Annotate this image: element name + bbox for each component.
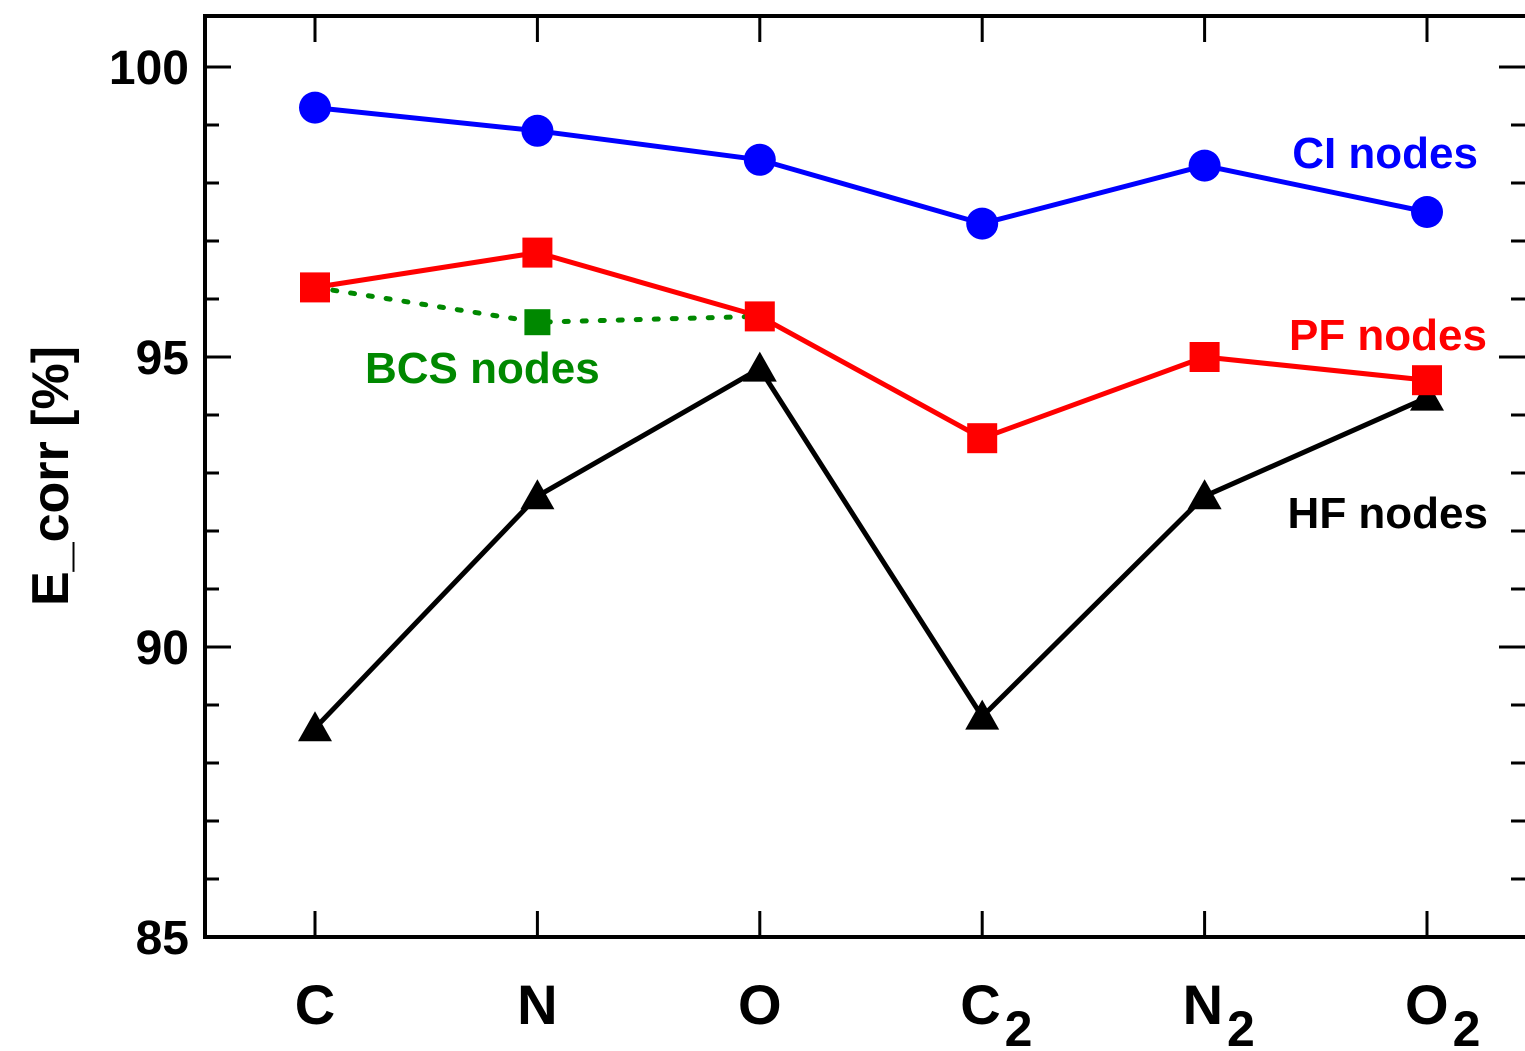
data-point-1-4: [1189, 342, 1220, 372]
data-point-2-1: [524, 309, 551, 336]
data-point-3-3: [965, 699, 1000, 730]
y-tick-labels: 85 90 95 100: [109, 42, 189, 965]
data-point-1-2: [744, 301, 775, 332]
x-tick-label: C2: [960, 973, 1032, 1051]
series-line-2: [312, 284, 763, 325]
series-label-1: PF nodes: [1289, 311, 1487, 360]
data-point-0-3: [966, 207, 999, 240]
series-label-2: BCS nodes: [365, 344, 600, 393]
plot-frame: [203, 14, 1525, 939]
x-tick-label: N: [517, 973, 557, 1036]
data-point-0-2: [743, 143, 776, 176]
y-tick-label: 95: [136, 332, 189, 385]
x-tick-label: O2: [1405, 973, 1480, 1051]
data-point-1-3: [967, 423, 998, 454]
data-point-3-0: [298, 711, 332, 742]
x-tick-label: O: [738, 973, 782, 1036]
series-lines: [312, 105, 1429, 730]
series-line-3: [313, 366, 1429, 730]
series-line-0: [314, 105, 1428, 227]
series-line-1: [314, 250, 1428, 441]
x-tick-labels: C N O C2 N2 O2: [295, 973, 1481, 1051]
data-point-1-1: [522, 237, 553, 268]
data-point-3-4: [1187, 479, 1222, 510]
y-tick-label: 90: [136, 622, 189, 675]
data-point-3-1: [520, 479, 555, 510]
data-point-1-5: [1412, 365, 1442, 396]
x-tick-label: N2: [1183, 973, 1255, 1051]
data-point-3-5: [1410, 380, 1444, 411]
data-point-0-0: [299, 91, 331, 124]
series-label-0: CI nodes: [1292, 129, 1478, 178]
data-point-0-4: [1188, 149, 1221, 182]
series-label-3: HF nodes: [1288, 489, 1488, 538]
series-markers: [298, 91, 1444, 742]
data-point-0-5: [1411, 196, 1443, 228]
y-tick-label: 100: [109, 42, 189, 95]
data-point-1-0: [300, 272, 330, 303]
data-point-3-2: [742, 351, 777, 382]
y-axis-title: E_corr [%]: [22, 346, 80, 606]
series-labels: CI nodes PF nodes BCS nodes HF nodes: [365, 129, 1488, 538]
data-point-0-1: [521, 114, 554, 147]
axis-ticks: [205, 16, 1525, 939]
x-tick-label: C: [295, 973, 335, 1036]
y-tick-label: 85: [136, 912, 189, 965]
